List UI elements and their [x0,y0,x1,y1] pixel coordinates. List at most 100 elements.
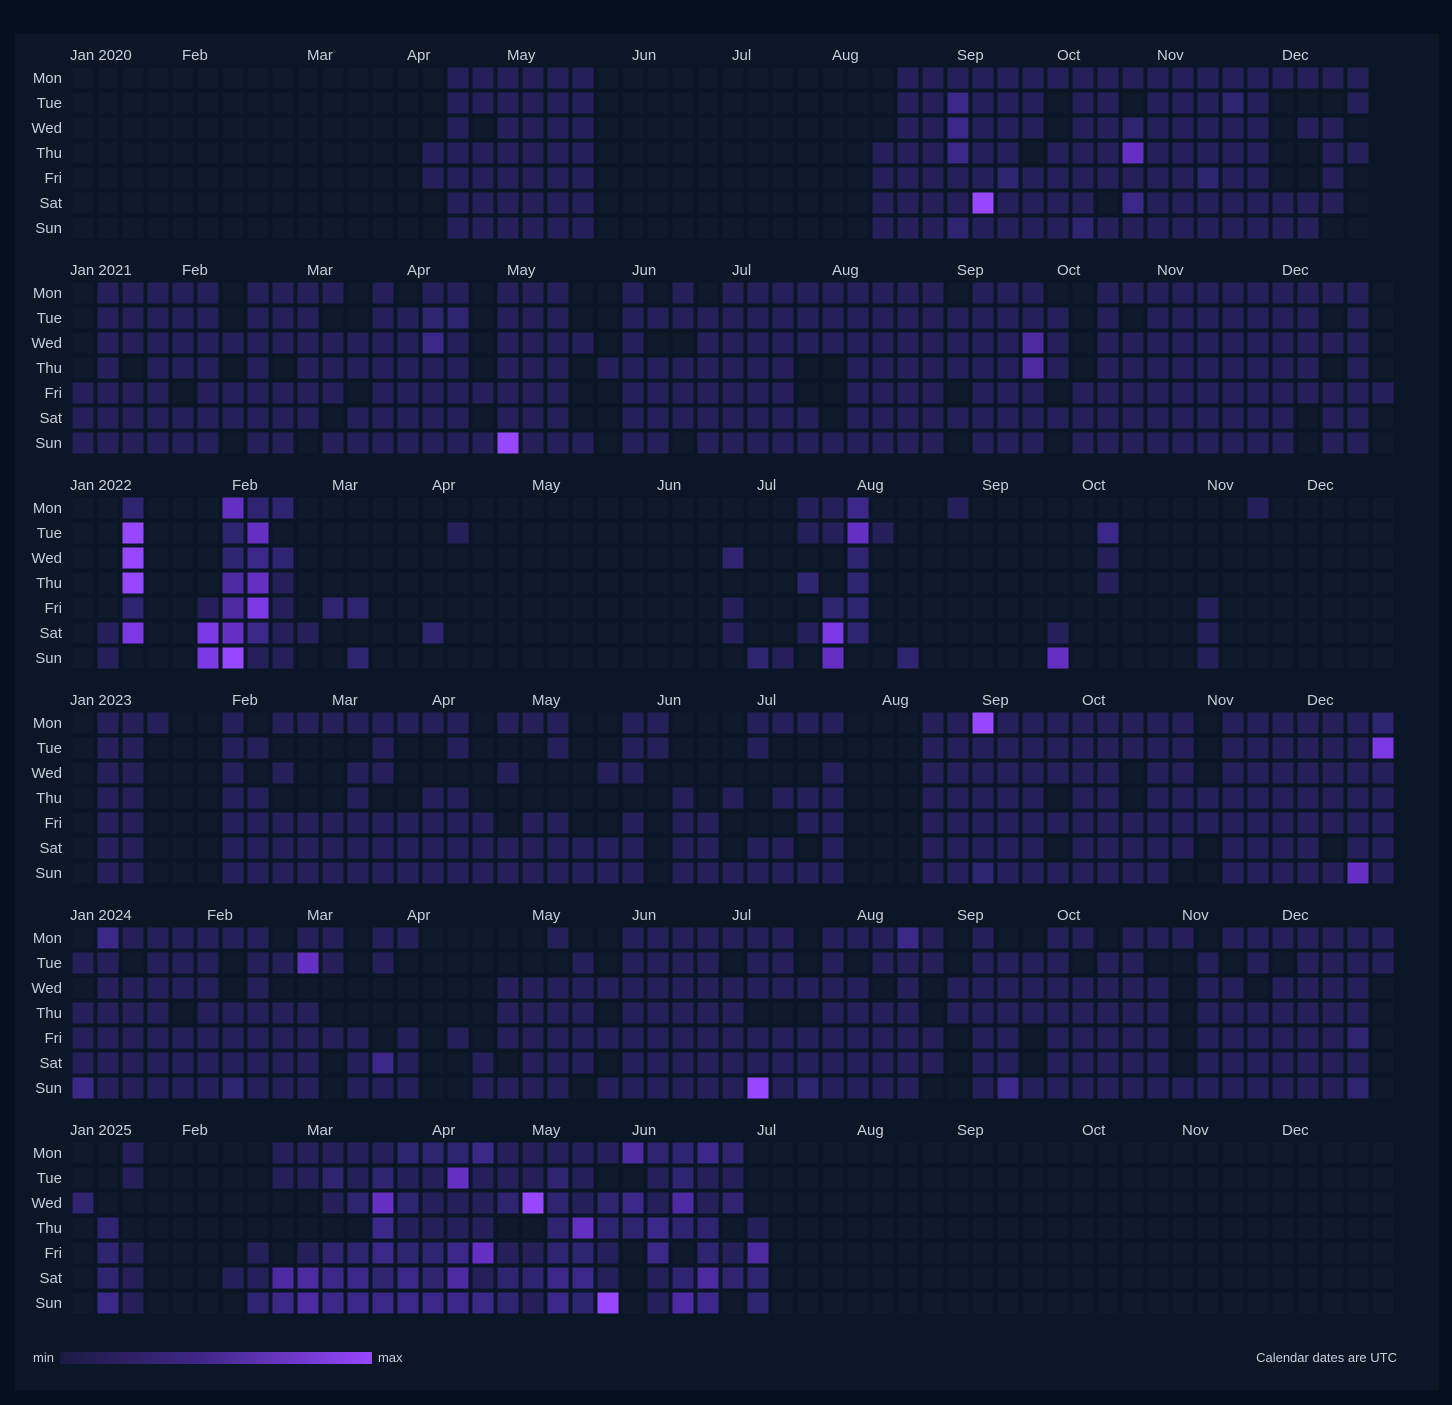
day-cell[interactable] [221,571,245,595]
day-cell[interactable] [1346,951,1370,975]
day-cell[interactable] [321,976,345,1000]
day-cell[interactable] [1121,836,1145,860]
day-cell[interactable] [1296,1001,1320,1025]
day-cell[interactable] [971,711,995,735]
day-cell[interactable] [646,596,670,620]
day-cell[interactable] [321,166,345,190]
day-cell[interactable] [1346,1026,1370,1050]
day-cell[interactable] [871,406,895,430]
day-cell[interactable] [821,1076,845,1100]
day-cell[interactable] [621,116,645,140]
day-cell[interactable] [1246,861,1270,885]
day-cell[interactable] [396,521,420,545]
day-cell[interactable] [196,431,220,455]
day-cell[interactable] [896,141,920,165]
day-cell[interactable] [721,166,745,190]
day-cell[interactable] [796,1266,820,1290]
day-cell[interactable] [1096,811,1120,835]
day-cell[interactable] [1096,406,1120,430]
day-cell[interactable] [1121,926,1145,950]
day-cell[interactable] [846,431,870,455]
day-cell[interactable] [1346,811,1370,835]
day-cell[interactable] [1221,836,1245,860]
day-cell[interactable] [1121,91,1145,115]
day-cell[interactable] [771,596,795,620]
day-cell[interactable] [1246,521,1270,545]
day-cell[interactable] [421,1166,445,1190]
day-cell[interactable] [671,306,695,330]
day-cell[interactable] [1246,141,1270,165]
day-cell[interactable] [846,1001,870,1025]
day-cell[interactable] [1121,951,1145,975]
day-cell[interactable] [421,596,445,620]
day-cell[interactable] [571,406,595,430]
day-cell[interactable] [396,381,420,405]
day-cell[interactable] [671,711,695,735]
day-cell[interactable] [471,521,495,545]
day-cell[interactable] [496,1241,520,1265]
day-cell[interactable] [771,1166,795,1190]
day-cell[interactable] [1221,1001,1245,1025]
day-cell[interactable] [896,1076,920,1100]
day-cell[interactable] [496,711,520,735]
day-cell[interactable] [396,141,420,165]
day-cell[interactable] [821,381,845,405]
day-cell[interactable] [271,836,295,860]
day-cell[interactable] [1096,926,1120,950]
day-cell[interactable] [896,1166,920,1190]
day-cell[interactable] [496,191,520,215]
day-cell[interactable] [921,1216,945,1240]
day-cell[interactable] [321,1076,345,1100]
day-cell[interactable] [196,571,220,595]
day-cell[interactable] [1346,646,1370,670]
day-cell[interactable] [296,761,320,785]
day-cell[interactable] [71,736,95,760]
day-cell[interactable] [321,711,345,735]
day-cell[interactable] [196,306,220,330]
day-cell[interactable] [646,621,670,645]
day-cell[interactable] [296,216,320,240]
day-cell[interactable] [1321,331,1345,355]
day-cell[interactable] [721,786,745,810]
day-cell[interactable] [621,786,645,810]
day-cell[interactable] [1021,166,1045,190]
day-cell[interactable] [146,836,170,860]
day-cell[interactable] [971,406,995,430]
day-cell[interactable] [846,736,870,760]
day-cell[interactable] [421,66,445,90]
day-cell[interactable] [1071,306,1095,330]
day-cell[interactable] [1071,571,1095,595]
day-cell[interactable] [721,1141,745,1165]
day-cell[interactable] [746,496,770,520]
day-cell[interactable] [346,521,370,545]
day-cell[interactable] [271,1001,295,1025]
day-cell[interactable] [996,356,1020,380]
day-cell[interactable] [546,976,570,1000]
day-cell[interactable] [971,951,995,975]
day-cell[interactable] [771,926,795,950]
day-cell[interactable] [746,976,770,1000]
day-cell[interactable] [996,216,1020,240]
day-cell[interactable] [396,1076,420,1100]
day-cell[interactable] [1346,406,1370,430]
day-cell[interactable] [1046,331,1070,355]
day-cell[interactable] [746,381,770,405]
day-cell[interactable] [796,66,820,90]
day-cell[interactable] [796,216,820,240]
day-cell[interactable] [796,331,820,355]
day-cell[interactable] [71,1191,95,1215]
day-cell[interactable] [1346,1001,1370,1025]
day-cell[interactable] [321,736,345,760]
day-cell[interactable] [1046,431,1070,455]
day-cell[interactable] [1171,166,1195,190]
day-cell[interactable] [446,141,470,165]
day-cell[interactable] [696,1216,720,1240]
day-cell[interactable] [396,331,420,355]
day-cell[interactable] [421,861,445,885]
day-cell[interactable] [671,1051,695,1075]
day-cell[interactable] [1171,1216,1195,1240]
day-cell[interactable] [1046,521,1070,545]
day-cell[interactable] [721,711,745,735]
day-cell[interactable] [346,141,370,165]
day-cell[interactable] [221,331,245,355]
